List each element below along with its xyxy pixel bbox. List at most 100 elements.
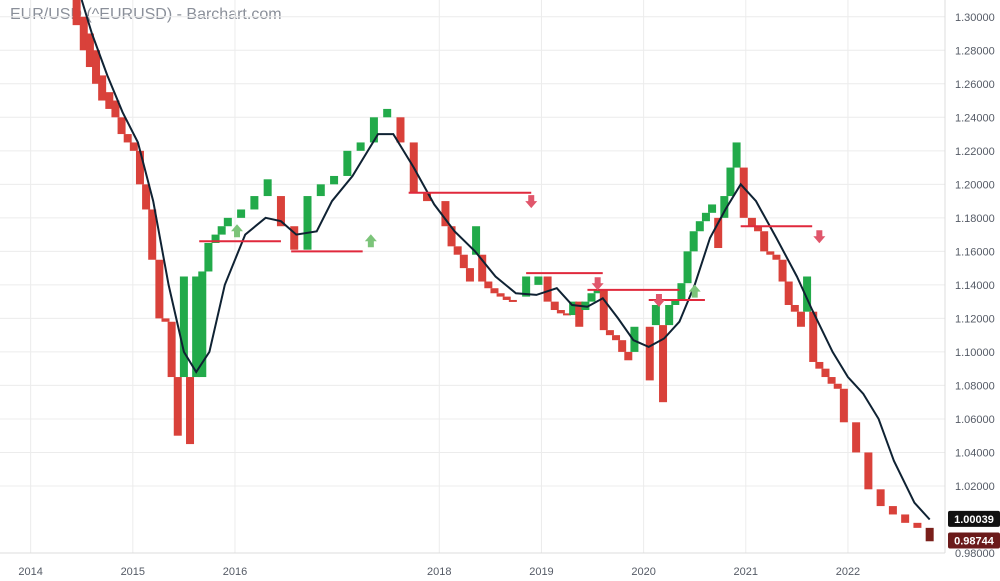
- renko-brick: [612, 335, 621, 341]
- x-tick-label: 2020: [631, 566, 655, 578]
- renko-brick: [92, 50, 101, 84]
- renko-brick: [754, 226, 763, 232]
- y-tick-label: 1.28000: [955, 45, 995, 57]
- renko-brick: [290, 226, 299, 250]
- renko-brick: [72, 0, 81, 26]
- y-tick-label: 1.14000: [955, 280, 995, 292]
- renko-brick: [720, 196, 729, 218]
- renko-brick: [815, 361, 824, 369]
- buy-arrow-icon: [688, 284, 701, 298]
- renko-brick: [683, 251, 692, 284]
- renko-brick: [677, 283, 686, 300]
- renko-brick: [864, 452, 873, 490]
- renko-brick: [478, 254, 487, 282]
- x-tick-label: 2018: [427, 566, 451, 578]
- renko-brick: [263, 179, 272, 197]
- x-tick-label: 2015: [121, 566, 145, 578]
- renko-brick: [316, 184, 325, 197]
- renko-brick: [821, 368, 830, 378]
- renko-brick: [599, 289, 608, 331]
- renko-brick: [809, 311, 818, 362]
- renko-brick: [534, 276, 543, 285]
- y-tick-label: 1.30000: [955, 12, 995, 24]
- renko-brick: [760, 231, 769, 252]
- renko-brick: [714, 217, 723, 249]
- renko-brick: [651, 304, 660, 326]
- renko-brick: [790, 304, 799, 312]
- renko-brick: [695, 221, 704, 232]
- renko-brick: [726, 167, 735, 197]
- renko-brick: [179, 276, 188, 378]
- renko-brick: [876, 489, 885, 507]
- renko-brick: [98, 75, 107, 101]
- renko-brick: [135, 150, 144, 185]
- renko-brick: [852, 422, 861, 453]
- renko-brick: [575, 301, 584, 327]
- moving-average-line: [80, 0, 931, 521]
- renko-brick: [472, 226, 481, 255]
- x-tick-label: 2016: [223, 566, 247, 578]
- y-tick-label: 1.02000: [955, 481, 995, 493]
- renko-brick: [123, 134, 132, 143]
- renko-brick: [217, 226, 226, 235]
- renko-brick: [447, 226, 456, 247]
- renko-brick: [155, 259, 164, 319]
- buy-arrow-icon: [364, 234, 377, 248]
- price-badge-label: 1.00039: [954, 514, 994, 526]
- y-tick-label: 1.18000: [955, 213, 995, 225]
- renko-brick: [186, 377, 195, 445]
- price-badge-label: 0.98744: [954, 536, 995, 548]
- price-badge: [948, 510, 1000, 527]
- renko-brick: [111, 100, 120, 118]
- renko-brick: [747, 217, 756, 227]
- renko-brick: [543, 276, 552, 302]
- renko-brick: [423, 192, 432, 202]
- y-tick-label: 1.06000: [955, 414, 995, 426]
- renko-brick: [441, 201, 450, 227]
- y-tick-label: 1.20000: [955, 179, 995, 191]
- renko-brick: [105, 92, 114, 109]
- x-tick-label: 2022: [836, 566, 860, 578]
- renko-brick: [522, 276, 531, 297]
- renko-brick: [671, 299, 680, 305]
- renko-brick: [330, 175, 339, 185]
- y-tick-label: 1.08000: [955, 380, 995, 392]
- renko-brick: [508, 299, 517, 302]
- renko-brick: [618, 340, 627, 352]
- renko-brick: [563, 313, 571, 316]
- renko-brick: [496, 293, 505, 297]
- renko-brick: [484, 281, 493, 289]
- renko-brick: [117, 117, 126, 135]
- renko-brick: [913, 522, 922, 528]
- renko-brick: [739, 167, 748, 218]
- renko-brick: [605, 330, 614, 336]
- renko-brick: [142, 184, 151, 210]
- renko-brick: [223, 217, 232, 227]
- x-tick-label: 2014: [18, 566, 42, 578]
- renko-brick: [569, 301, 578, 316]
- renko-brick: [173, 377, 182, 436]
- renko-brick: [237, 209, 246, 218]
- y-tick-label: 1.24000: [955, 112, 995, 124]
- y-tick-label: 0.98000: [955, 548, 995, 560]
- renko-brick: [778, 259, 787, 282]
- renko-brick: [827, 377, 836, 384]
- renko-brick: [396, 117, 405, 143]
- y-tick-label: 1.22000: [955, 146, 995, 158]
- renko-brick: [383, 108, 392, 118]
- renko-brick: [465, 268, 474, 282]
- renko-brick: [148, 209, 157, 260]
- renko-brick: [343, 150, 352, 176]
- renko-brick: [211, 234, 220, 243]
- renko-brick: [161, 318, 170, 322]
- renko-brick: [665, 304, 674, 326]
- y-tick-label: 1.10000: [955, 347, 995, 359]
- renko-brick: [732, 142, 741, 168]
- price-badge: [948, 532, 1000, 549]
- renko-brick: [198, 271, 207, 378]
- renko-brick: [796, 311, 805, 327]
- renko-brick: [356, 142, 365, 151]
- renko-brick: [803, 276, 812, 312]
- renko-brick: [276, 196, 285, 227]
